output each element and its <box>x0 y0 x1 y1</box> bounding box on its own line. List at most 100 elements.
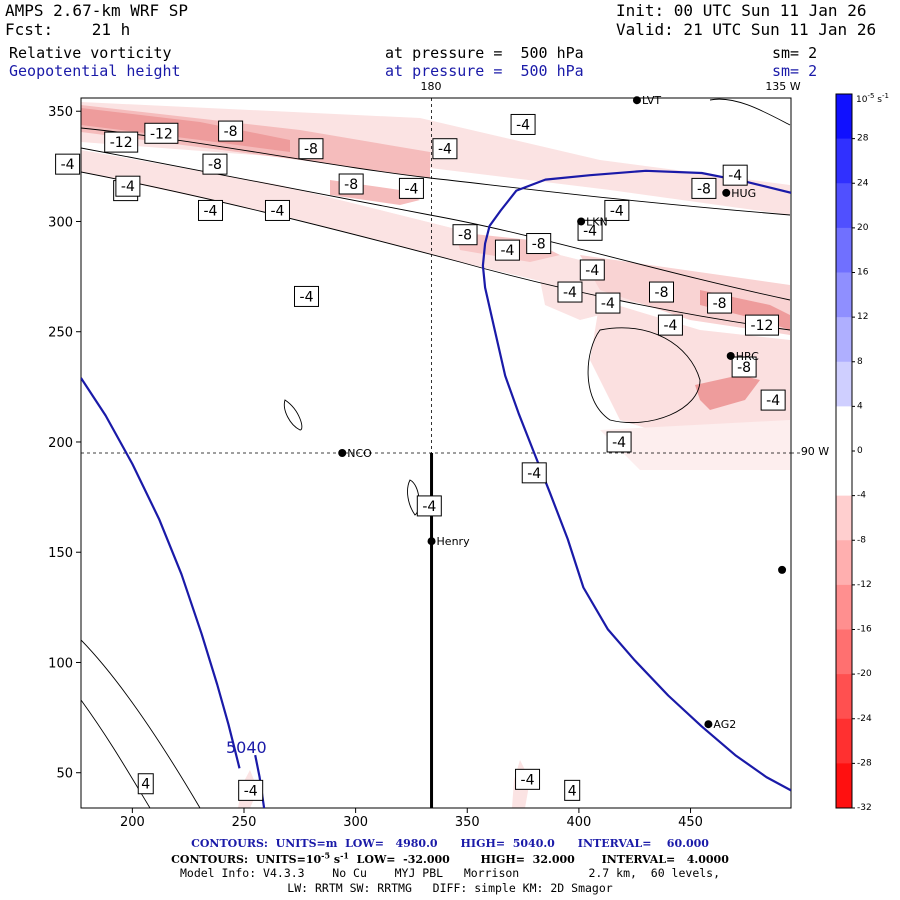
contour-label: -4 <box>121 179 135 195</box>
contour-label-box <box>657 314 683 336</box>
colorbar-segment <box>836 317 852 363</box>
station-marker <box>722 188 731 197</box>
contour-label-box <box>564 779 581 801</box>
contour-label: -8 <box>713 296 727 312</box>
contour-label: -4 <box>527 466 541 482</box>
station-marker <box>778 565 787 574</box>
colorbar-segment <box>836 361 852 407</box>
colorbar-label: 16 <box>857 268 869 278</box>
contour-label-box <box>595 292 621 314</box>
lon-label-90w: 90 W <box>801 445 829 458</box>
contour-label: -8 <box>304 142 318 158</box>
contour-label: 4 <box>141 777 150 793</box>
footer-vort-c: LOW= -32.000 HIGH= 32.000 INTERVAL= 4.00… <box>348 852 729 866</box>
contour-label-box <box>55 153 81 175</box>
contour-label: -12 <box>751 318 774 334</box>
colorbar: 28 24 20 16 12 8 4 0 -4 -8 -12 -16 -20 -24 -28 -32 10-5 … <box>835 92 889 813</box>
contour-label-box <box>294 285 320 307</box>
station-name: LKN <box>586 215 608 228</box>
field1-name: Relative vorticity <box>9 44 172 62</box>
contour-labels: -12 -8 -12 -8 -4 -8 -4 -4 -4 -4 -8 -4 -4 -4 -8 -4 -8 -4 -4… <box>55 113 786 801</box>
x-tick-label: 350 <box>455 815 480 830</box>
contour-label-box <box>338 173 364 195</box>
y-tick-label: 300 <box>48 215 73 230</box>
contour-label: -4 <box>612 435 626 451</box>
x-tick-label: 450 <box>678 815 703 830</box>
contour-label-box <box>197 199 223 221</box>
colorbar-label: 20 <box>857 223 869 233</box>
contour-label-box <box>398 177 424 199</box>
contour-label-box <box>494 239 520 261</box>
contour-label-box <box>452 224 478 246</box>
stations: LVT HUG LKN HRC NCO Henry AG2 <box>338 94 787 731</box>
contour-label-box <box>104 131 139 153</box>
station-marker <box>632 96 641 105</box>
contour-label: -8 <box>224 124 238 140</box>
station-marker <box>577 217 586 226</box>
station-marker <box>704 720 713 729</box>
contour-label-box <box>510 113 536 135</box>
contour-label: -8 <box>458 228 472 244</box>
y-tick-label: 200 <box>48 436 73 451</box>
field2-level: at pressure = 500 hPa <box>385 62 584 80</box>
contour-label-box <box>218 120 244 142</box>
contour-label: -4 <box>610 203 624 219</box>
field1-level: at pressure = 500 hPa <box>385 44 584 62</box>
contour-label-box <box>577 219 603 241</box>
contour-label: -4 <box>585 263 599 279</box>
contour-label: -4 <box>438 142 452 158</box>
colorbar-unit-s-exp: -1 <box>882 92 889 100</box>
colorbar-unit-base: 10 <box>856 95 868 105</box>
colorbar-label: 0 <box>857 446 863 456</box>
footer-vort-b: s <box>330 852 341 866</box>
contour-label: -4 <box>61 157 75 173</box>
colorbar-label: 4 <box>857 401 863 411</box>
contour-label-box <box>137 773 154 795</box>
forecast-hour: Fcst: 21 h <box>5 20 131 39</box>
colorbar-segment <box>836 629 852 675</box>
colorbar-label: -20 <box>857 669 872 679</box>
colorbar-segment <box>836 138 852 184</box>
geopotential-height-contours <box>81 169 791 808</box>
colorbar-label: -16 <box>857 625 872 635</box>
axes: 200 250 300 350 400 450 50 100 150 200 250 300 350 <box>48 105 703 830</box>
contour-label-box <box>722 164 748 186</box>
station-name: NCO <box>347 447 372 460</box>
contour-label-box <box>521 462 547 484</box>
contour-label: -4 <box>500 243 514 259</box>
contour-label-box <box>298 138 324 160</box>
footer-vort-exp2: -1 <box>340 850 349 860</box>
contour-label-box <box>731 356 757 378</box>
footer-model-info: Model Info: V4.3.3 No Cu MYJ PBL Morriso… <box>179 866 721 880</box>
lon-label-180: 180 <box>421 80 442 93</box>
contour-label: -4 <box>601 296 615 312</box>
contour-label-box <box>264 199 290 221</box>
y-tick-label: 250 <box>48 326 73 341</box>
footer-height-contours: CONTOURS: UNITS=m LOW= 4980.0 HIGH= 5040… <box>0 837 900 850</box>
contour-label: -4 <box>422 499 436 515</box>
footer-vorticity-contours: CONTOURS: UNITS=10-5 s-1 LOW= -32.000 HI… <box>0 850 900 866</box>
colorbar-label: 8 <box>857 357 863 367</box>
contour-label-box <box>649 281 675 303</box>
x-tick-label: 200 <box>120 815 145 830</box>
contour-label: -4 <box>270 203 284 219</box>
contour-label: -4 <box>300 289 314 305</box>
contour-label: -4 <box>563 285 577 301</box>
contour-label-box <box>707 292 733 314</box>
colorbar-segment <box>836 584 852 630</box>
colorbar-label: -8 <box>857 535 866 545</box>
y-tick-label: 150 <box>48 546 73 561</box>
contour-label: -8 <box>655 285 669 301</box>
contour-label-box <box>604 199 630 221</box>
colorbar-label: -32 <box>857 803 872 813</box>
colorbar-label: -12 <box>857 580 872 590</box>
station-name: AG2 <box>713 718 736 731</box>
contour-label-box <box>579 259 605 281</box>
contour-label: -4 <box>663 318 677 334</box>
footer-vort-exp: -5 <box>321 850 331 860</box>
colorbar-label: -28 <box>857 758 872 768</box>
colorbar-segment <box>836 451 852 497</box>
field2-name: Geopotential height <box>9 62 181 80</box>
colorbar-unit-s: s <box>874 95 882 105</box>
field1-smoothing: sm= 2 <box>772 44 818 62</box>
